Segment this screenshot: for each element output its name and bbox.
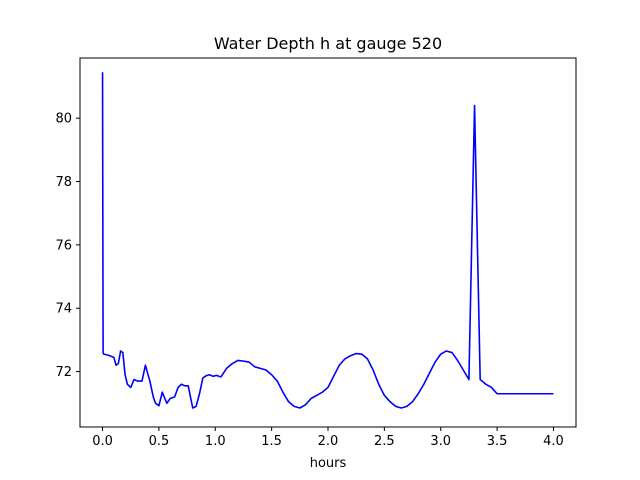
x-tick-label: 4.0 [543, 434, 564, 449]
y-tick-label: 78 [55, 175, 72, 190]
x-tick-label: 2.5 [374, 434, 395, 449]
x-tick-label: 1.5 [261, 434, 282, 449]
x-axis-label: hours [310, 456, 347, 471]
plot-area [101, 72, 554, 409]
y-tick-label: 74 [55, 302, 72, 317]
y-axis: 72 74 76 78 80 [55, 112, 80, 380]
x-axis: 0.0 0.5 1.0 1.5 2.0 2.5 3.0 3.5 4.0 [92, 427, 564, 449]
x-tick-label: 1.0 [205, 434, 226, 449]
y-tick-label: 80 [55, 112, 72, 127]
x-tick-label: 3.0 [430, 434, 451, 449]
y-tick-label: 72 [55, 365, 72, 380]
axes-frame [79, 57, 577, 428]
x-tick-label: 3.5 [487, 434, 508, 449]
x-tick-label: 2.0 [318, 434, 339, 449]
series-line-0 [101, 72, 554, 409]
chart-title: Water Depth h at gauge 520 [214, 34, 442, 53]
x-tick-label: 0.5 [149, 434, 170, 449]
y-tick-label: 76 [55, 238, 72, 253]
x-tick-label: 0.0 [92, 434, 113, 449]
